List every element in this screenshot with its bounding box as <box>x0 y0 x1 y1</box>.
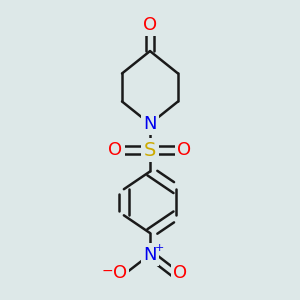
Text: O: O <box>143 16 157 34</box>
Text: +: + <box>154 243 164 253</box>
Text: O: O <box>108 141 122 159</box>
Text: O: O <box>178 141 192 159</box>
Text: N: N <box>143 245 157 263</box>
Text: −: − <box>101 263 113 278</box>
Text: O: O <box>173 264 187 282</box>
Text: O: O <box>113 264 127 282</box>
Text: S: S <box>144 140 156 160</box>
Text: N: N <box>143 115 157 133</box>
